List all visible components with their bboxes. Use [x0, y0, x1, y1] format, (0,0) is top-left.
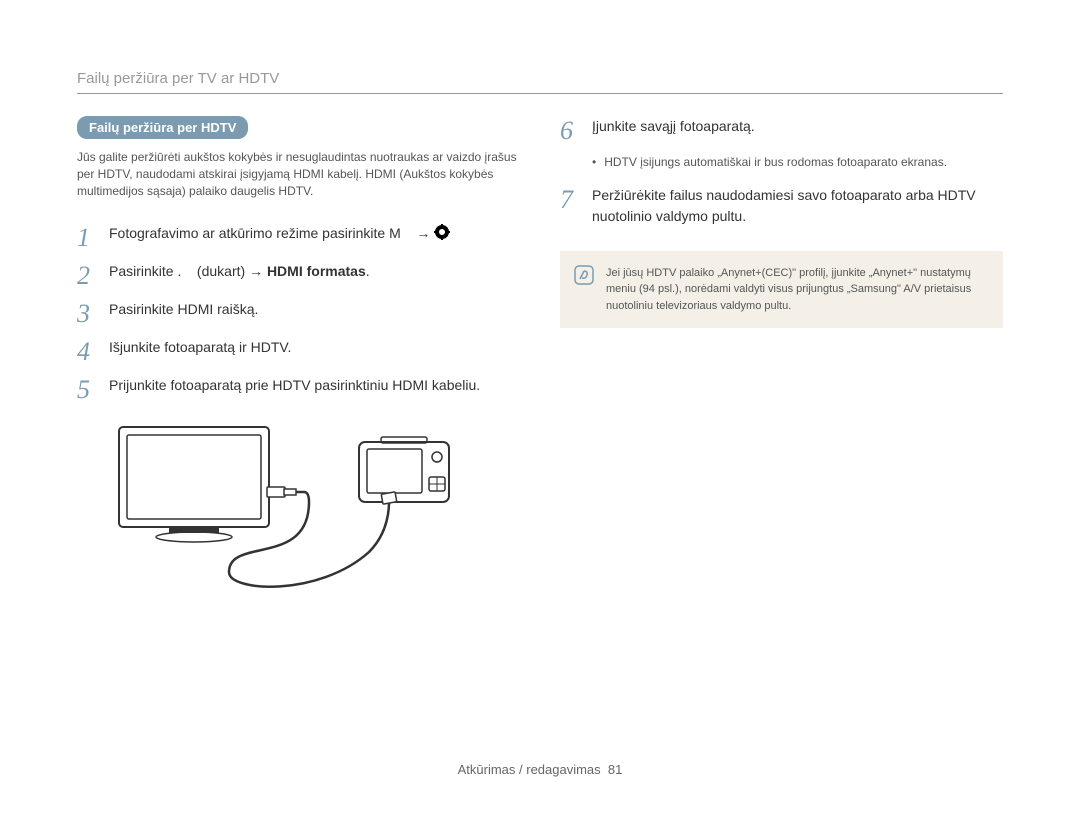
- step-4: 4 Išjunkite fotoaparatą ir HDTV.: [77, 337, 520, 365]
- step-3: 3 Pasirinkite HDMI raišką.: [77, 299, 520, 327]
- step-number: 1: [77, 223, 109, 251]
- step-text: Išjunkite fotoaparatą ir HDTV.: [109, 337, 520, 358]
- step-number: 7: [560, 185, 592, 213]
- step-5: 5 Prijunkite fotoaparatą prie HDTV pasir…: [77, 375, 520, 403]
- footer-page-number: 81: [608, 762, 622, 777]
- content-columns: Failų peržiūra per HDTV Jūs galite perži…: [77, 116, 1003, 602]
- intro-paragraph: Jūs galite peržiūrėti aukštos kokybės ir…: [77, 149, 520, 199]
- note-text: Jei jūsų HDTV palaiko „Anynet+(CEC)" pro…: [606, 265, 989, 315]
- gear-icon: [434, 224, 450, 246]
- page-header: Failų peržiūra per TV ar HDTV: [77, 70, 1003, 94]
- page-footer: Atkūrimas / redagavimas 81: [0, 762, 1080, 777]
- step-text: Įjunkite savąjį fotoaparatą.: [592, 116, 1003, 137]
- step-text: Fotografavimo ar atkūrimo režime pasirin…: [109, 223, 520, 245]
- step-text: Peržiūrėkite failus naudodamiesi savo fo…: [592, 185, 1003, 227]
- step-2: 2 Pasirinkite . (dukart) → HDMI formatas…: [77, 261, 520, 289]
- arrow-icon: →: [416, 225, 430, 241]
- step-number: 4: [77, 337, 109, 365]
- connection-illustration: [109, 417, 520, 602]
- info-icon: [574, 265, 594, 285]
- right-column: 6 Įjunkite savąjį fotoaparatą. HDTV įsij…: [560, 116, 1003, 602]
- step-number: 5: [77, 375, 109, 403]
- section-badge: Failų peržiūra per HDTV: [77, 116, 248, 139]
- step-number: 3: [77, 299, 109, 327]
- step-text: Pasirinkite . (dukart) → HDMI formatas.: [109, 261, 520, 282]
- step-number: 6: [560, 116, 592, 144]
- step-text: Pasirinkite HDMI raišką.: [109, 299, 520, 320]
- step-number: 2: [77, 261, 109, 289]
- step-1: 1 Fotografavimo ar atkūrimo režime pasir…: [77, 223, 520, 251]
- left-column: Failų peržiūra per HDTV Jūs galite perži…: [77, 116, 520, 602]
- footer-section: Atkūrimas / redagavimas: [458, 762, 601, 777]
- step-7: 7 Peržiūrėkite failus naudodamiesi savo …: [560, 185, 1003, 227]
- step-text: Prijunkite fotoaparatą prie HDTV pasirin…: [109, 375, 520, 396]
- step-6-bullet: HDTV įsijungs automatiškai ir bus rodoma…: [592, 154, 1003, 171]
- note-box: Jei jūsų HDTV palaiko „Anynet+(CEC)" pro…: [560, 251, 1003, 329]
- step-6: 6 Įjunkite savąjį fotoaparatą.: [560, 116, 1003, 144]
